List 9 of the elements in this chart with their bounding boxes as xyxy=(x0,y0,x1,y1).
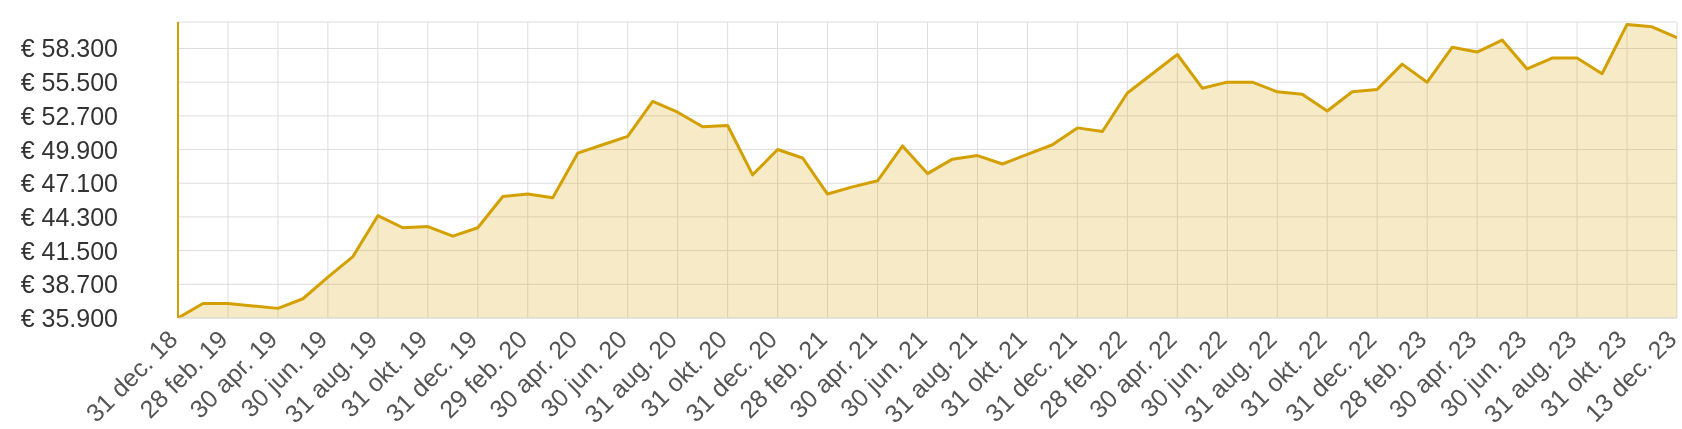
y-tick-label: € 35.900 xyxy=(20,304,118,332)
y-tick-label: € 58.300 xyxy=(20,34,118,63)
y-tick-label: € 52.700 xyxy=(20,101,118,130)
y-tick-label: € 44.300 xyxy=(20,202,118,231)
y-tick-label: € 47.100 xyxy=(20,169,118,198)
y-tick-label: € 55.500 xyxy=(20,68,118,97)
y-tick-label: € 49.900 xyxy=(20,135,118,164)
y-tick-label: € 41.500 xyxy=(20,236,118,265)
y-tick-label: € 38.700 xyxy=(20,270,118,299)
